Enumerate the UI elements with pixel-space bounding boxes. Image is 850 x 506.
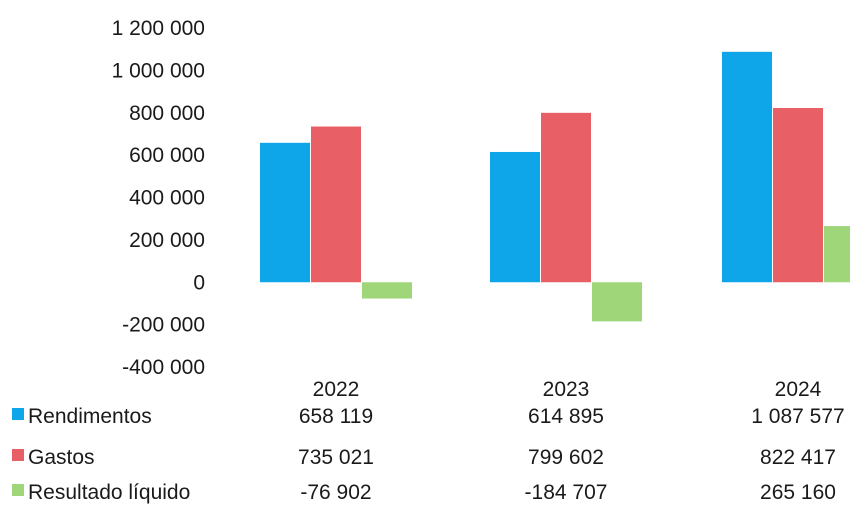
bar: [541, 112, 591, 283]
y-axis: 1 200 000 1 000 000 800 000 600 000 400 000 2…: [112, 17, 205, 379]
legend-label: Gastos: [28, 446, 95, 469]
value-label: -184 707: [525, 481, 608, 504]
legend-swatch: [12, 449, 24, 461]
value-label: -76 902: [300, 481, 371, 504]
y-tick-label: -400 000: [122, 356, 205, 379]
data-table: 2022 2023 2024 Rendimentos 658 119 614 895 1 0…: [12, 378, 845, 504]
bar: [824, 226, 850, 283]
y-tick-label: 1 200 000: [112, 17, 205, 40]
legend-swatch: [12, 484, 24, 496]
legend-swatch: [12, 408, 24, 420]
plot-area: [260, 51, 850, 322]
value-label: 799 602: [528, 446, 604, 469]
y-tick-label: -200 000: [122, 314, 205, 337]
y-tick-label: 200 000: [129, 229, 205, 252]
legend-label: Rendimentos: [28, 405, 152, 428]
bar: [592, 282, 642, 322]
category-label: 2024: [775, 378, 822, 401]
category-label: 2022: [313, 378, 360, 401]
legend-label: Resultado líquido: [28, 481, 190, 504]
value-label: 822 417: [760, 446, 836, 469]
bar: [362, 282, 412, 299]
y-tick-label: 400 000: [129, 187, 205, 210]
value-label: 735 021: [298, 446, 374, 469]
bar: [490, 151, 540, 283]
y-tick-label: 0: [193, 271, 205, 294]
bar: [722, 51, 772, 283]
bar: [773, 108, 823, 283]
category-label: 2023: [543, 378, 590, 401]
bar: [311, 126, 361, 283]
bar: [260, 142, 310, 283]
y-tick-label: 800 000: [129, 102, 205, 125]
value-label: 614 895: [528, 405, 604, 428]
value-label: 658 119: [299, 405, 373, 428]
value-label: 265 160: [760, 481, 836, 504]
value-label: 1 087 577: [751, 405, 844, 428]
y-tick-label: 1 000 000: [112, 59, 205, 82]
y-tick-label: 600 000: [129, 144, 205, 167]
